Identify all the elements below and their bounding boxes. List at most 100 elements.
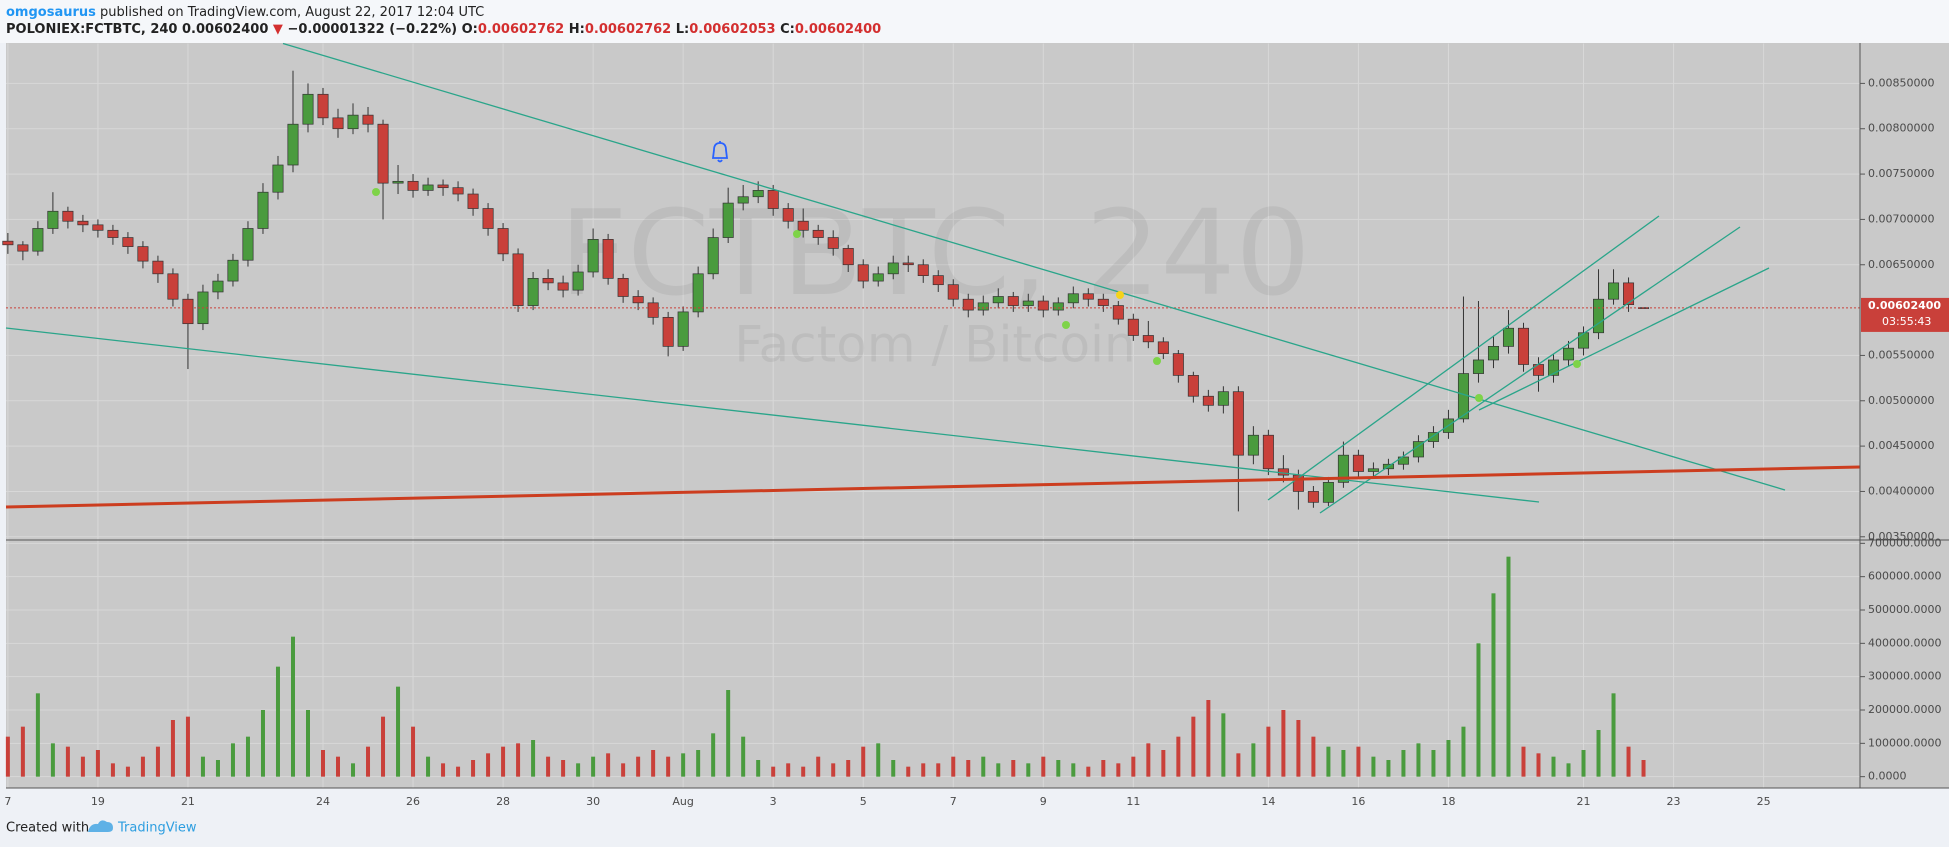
y-tick-label: 0.00550000 <box>1868 348 1934 361</box>
candle-body <box>2 240 14 246</box>
y-tick-label: 0.00750000 <box>1868 167 1934 180</box>
signal-dot <box>793 230 801 238</box>
volume-bar <box>1311 736 1316 777</box>
volume-bar <box>1491 593 1496 777</box>
volume-bar <box>336 756 341 777</box>
volume-bar <box>200 756 205 777</box>
brand-logo[interactable] <box>88 820 113 832</box>
signal-dot <box>372 188 380 196</box>
candle-body <box>1352 454 1364 472</box>
y-tick-label: 0.00400000 <box>1868 484 1934 497</box>
published: published on TradingView.com, August 22,… <box>100 5 484 20</box>
candle-body <box>617 278 629 297</box>
volume-bar <box>1446 740 1451 777</box>
volume-bar <box>1071 763 1076 777</box>
volume-bar <box>1026 763 1031 777</box>
candle-body <box>122 237 134 247</box>
candle-body <box>962 298 974 311</box>
volume-bar <box>230 743 235 777</box>
candle-body <box>1232 391 1244 456</box>
volume-tick-label: 200000.0000 <box>1868 703 1941 716</box>
last-price: 0.00602400 <box>182 22 268 37</box>
volume-bar <box>1431 750 1436 777</box>
footer-created: Created with <box>6 821 89 836</box>
candle-body <box>647 302 659 318</box>
volume-bar <box>1161 750 1166 777</box>
x-tick-label: 28 <box>496 795 510 808</box>
volume-bar <box>1506 556 1511 777</box>
volume-bar <box>215 760 220 777</box>
volume-bar <box>1566 763 1571 777</box>
x-tick-label: 16 <box>1351 795 1365 808</box>
candle-body <box>1578 332 1590 349</box>
x-tick-label: 14 <box>1261 795 1275 808</box>
volume-bar <box>1371 756 1376 777</box>
volume-bar <box>95 750 100 777</box>
candle-body <box>692 273 704 313</box>
volume-bar <box>1266 726 1271 777</box>
trend-line <box>1319 226 1741 514</box>
h-label: H: <box>569 22 585 37</box>
countdown: 03:55:43 <box>1882 315 1931 328</box>
footer-brand[interactable]: TradingView <box>117 821 197 836</box>
o-value: 0.00602762 <box>478 22 564 37</box>
candle-body <box>1097 298 1109 306</box>
volume-bar <box>846 760 851 777</box>
volume-bar <box>576 763 581 777</box>
candle-body <box>1562 347 1575 361</box>
volume-bar <box>1536 753 1541 777</box>
volume-bar <box>771 766 776 777</box>
candle-body <box>62 210 74 222</box>
candle-body <box>152 260 164 275</box>
author[interactable]: omgosaurus <box>6 5 96 20</box>
volume-bar <box>1401 750 1406 777</box>
candle-body <box>707 237 719 275</box>
trend-line <box>282 42 1786 491</box>
volume-bar <box>1356 746 1361 777</box>
volume-bar <box>80 756 85 777</box>
volume-tick-label: 300000.0000 <box>1868 670 1941 683</box>
candle-body <box>47 210 59 229</box>
volume-tick-label: 100000.0000 <box>1868 736 1941 749</box>
candle-body <box>1112 305 1124 320</box>
x-tick-label: 21 <box>181 795 195 808</box>
x-tick-label: 9 <box>1040 795 1047 808</box>
candle-body <box>932 275 944 286</box>
volume-bar <box>260 710 265 777</box>
x-tick-label: 25 <box>1757 795 1771 808</box>
trend-lines <box>5 42 1786 514</box>
x-tick-label: 5 <box>860 795 867 808</box>
candle-body <box>1037 300 1049 311</box>
candle-body <box>1052 302 1064 311</box>
volume-bar <box>1581 750 1586 777</box>
volume-bar <box>591 756 596 777</box>
candle-body <box>1608 282 1620 300</box>
candle-body <box>722 202 734 238</box>
candle-body <box>497 228 509 255</box>
candle-body <box>332 117 344 130</box>
volume-bar <box>1521 746 1526 777</box>
volume-bar <box>996 763 1001 777</box>
candle-body <box>812 229 824 238</box>
y-tick-label: 0.00850000 <box>1868 76 1934 89</box>
header-bg <box>0 0 1949 43</box>
candle-body <box>1472 359 1484 374</box>
volume-bar <box>951 756 956 777</box>
volume-bar <box>1086 766 1091 777</box>
candle-body <box>1247 434 1259 456</box>
y-tick-label: 0.00700000 <box>1868 212 1934 225</box>
volume-bar <box>1146 743 1151 777</box>
candle-body <box>527 278 539 306</box>
x-tick-label: 19 <box>91 795 105 808</box>
volume-bar <box>681 753 686 777</box>
candle-body <box>107 229 119 238</box>
volume-bar <box>1101 760 1106 777</box>
candle-body <box>92 224 104 231</box>
candle-body <box>677 311 689 347</box>
candle-body <box>407 180 419 191</box>
plot-bg <box>6 43 1949 788</box>
alert-bell[interactable] <box>711 141 729 163</box>
last-price-label: 0.00602400 <box>1868 299 1941 312</box>
volume-bar <box>741 736 746 777</box>
